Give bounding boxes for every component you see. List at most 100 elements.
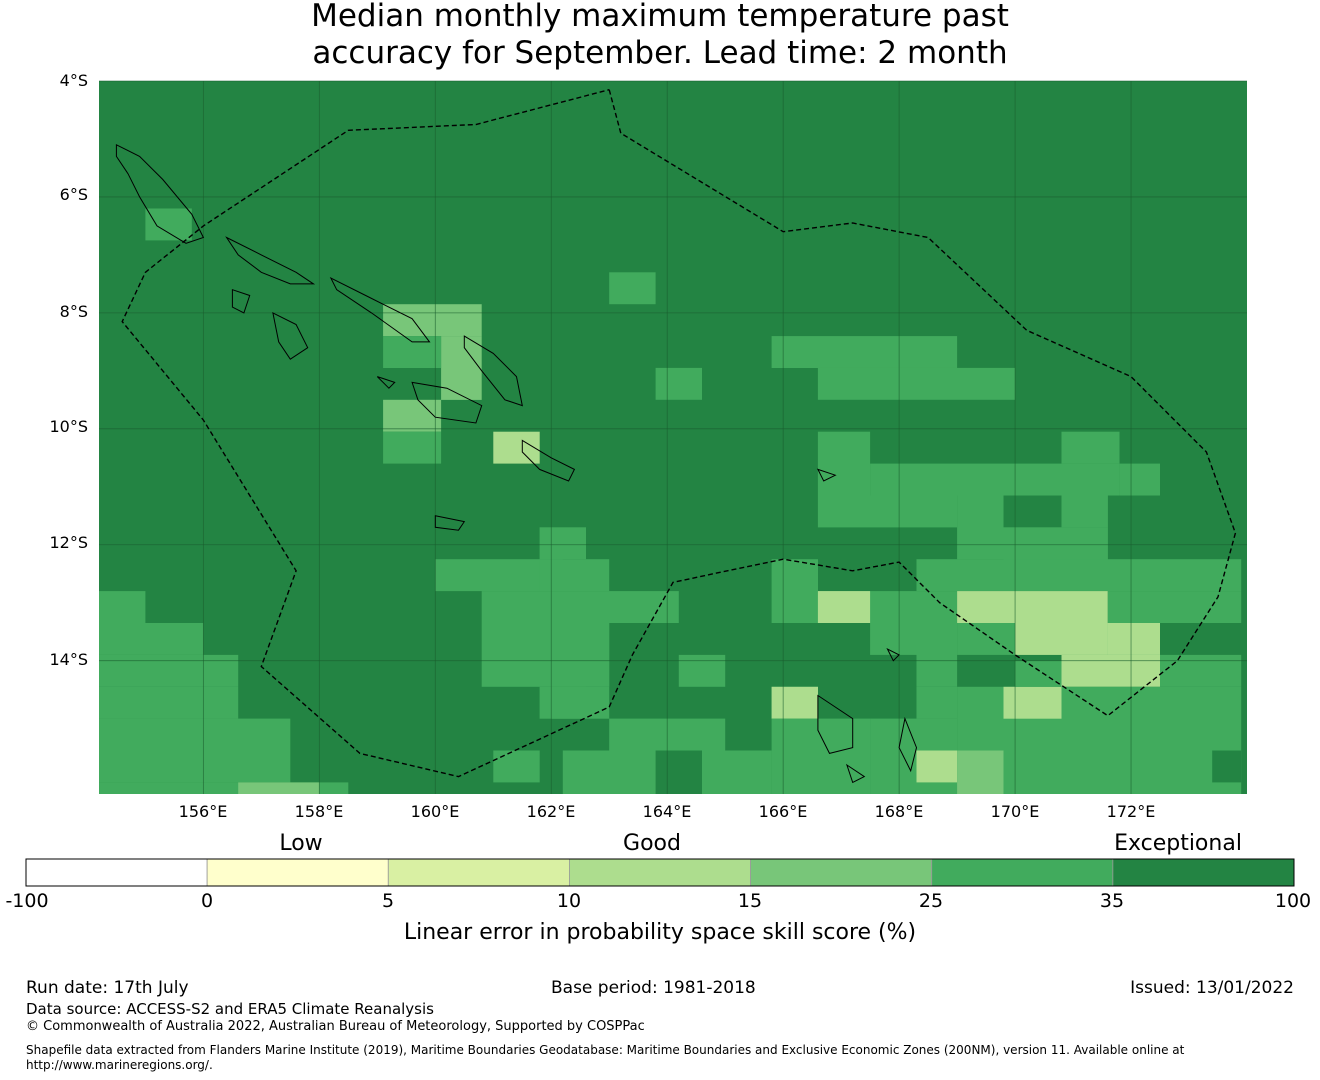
skill-cell bbox=[99, 591, 146, 623]
skill-cell bbox=[493, 750, 540, 783]
skill-cell bbox=[1212, 750, 1242, 783]
skill-cell bbox=[957, 591, 1108, 623]
skill-cell bbox=[145, 208, 192, 241]
skill-cell bbox=[771, 559, 818, 623]
skill-cell bbox=[870, 463, 1120, 496]
colorbar-segment bbox=[25, 858, 208, 887]
lon-label: 172°E bbox=[1106, 802, 1156, 821]
colorbar-segment bbox=[750, 858, 933, 887]
skill-cell bbox=[817, 367, 1015, 400]
eez-boundary bbox=[121, 89, 1237, 778]
skill-cell bbox=[771, 686, 818, 719]
skill-cell bbox=[99, 686, 239, 719]
colorbar-segment bbox=[387, 858, 570, 887]
colorbar-segment bbox=[931, 858, 1114, 887]
skill-cell bbox=[383, 304, 482, 337]
island-outline bbox=[816, 468, 837, 482]
skill-cell bbox=[655, 367, 702, 400]
colorbar-category-exceptional: Exceptional bbox=[1114, 831, 1242, 856]
skill-cell bbox=[771, 718, 871, 794]
colorbar-tick: 100 bbox=[1274, 890, 1312, 912]
colorbar-tick: 5 bbox=[381, 890, 395, 912]
lon-label: 160°E bbox=[410, 802, 460, 821]
lon-label: 156°E bbox=[178, 802, 228, 821]
skill-cell bbox=[916, 559, 1242, 592]
island-outline bbox=[411, 381, 483, 424]
skill-cell bbox=[99, 623, 204, 655]
skill-cell bbox=[817, 431, 871, 496]
skill-cell bbox=[1061, 654, 1161, 687]
copyright-notice: © Commonwealth of Australia 2022, Austra… bbox=[26, 1019, 645, 1034]
island-outline bbox=[463, 335, 523, 407]
skill-cell bbox=[539, 527, 586, 560]
skill-cell bbox=[1107, 623, 1160, 655]
colorbar-tick: 25 bbox=[918, 890, 944, 912]
skill-cell bbox=[702, 750, 772, 794]
data-source: Data source: ACCESS-S2 and ERA5 Climate … bbox=[26, 1000, 434, 1018]
skill-cell bbox=[539, 559, 610, 592]
lon-label: 170°E bbox=[990, 802, 1040, 821]
skill-cell bbox=[383, 431, 442, 464]
skill-cell bbox=[99, 654, 239, 687]
skill-cell bbox=[1107, 591, 1242, 623]
colorbar-tick: 35 bbox=[1099, 890, 1125, 912]
lat-label: 14°S bbox=[49, 650, 88, 669]
lon-label: 168°E bbox=[874, 802, 924, 821]
run-date: Run date: 17th July bbox=[26, 978, 189, 998]
lon-label: 162°E bbox=[526, 802, 576, 821]
map-title-line-1: Median monthly maximum temperature past bbox=[311, 0, 1009, 34]
colorbar-segment bbox=[569, 858, 751, 887]
skill-cell bbox=[383, 336, 442, 368]
lat-label: 4°S bbox=[59, 71, 88, 90]
skill-cell bbox=[562, 750, 656, 794]
skill-cell bbox=[916, 686, 958, 719]
skill-cell bbox=[99, 750, 291, 783]
shapefile-credit: Shapefile data extracted from Flanders M… bbox=[26, 1043, 1185, 1057]
island-outline bbox=[272, 311, 309, 360]
lat-label: 8°S bbox=[59, 302, 88, 321]
marineregions-url[interactable]: http://www.marineregions.org/. bbox=[26, 1058, 213, 1072]
skill-cell bbox=[1061, 431, 1120, 464]
island-outline bbox=[898, 716, 918, 773]
island-outline bbox=[434, 515, 466, 531]
skill-cell bbox=[916, 495, 958, 528]
skill-cell bbox=[493, 431, 540, 464]
colorbar-frame bbox=[25, 858, 1295, 887]
skill-cell bbox=[870, 623, 917, 655]
colorbar-segment bbox=[1112, 858, 1295, 887]
skill-cell bbox=[481, 623, 610, 687]
coastlines bbox=[115, 143, 918, 784]
skill-cell bbox=[916, 591, 958, 623]
skill-cell bbox=[481, 591, 679, 623]
lon-label: 158°E bbox=[294, 802, 344, 821]
lat-label: 12°S bbox=[49, 533, 88, 552]
colorbar-category-low: Low bbox=[279, 831, 323, 856]
map-title-line-2: accuracy for September. Lead time: 2 mon… bbox=[312, 35, 1008, 71]
skill-cell bbox=[678, 654, 726, 687]
island-outline bbox=[225, 236, 316, 285]
skill-cell bbox=[1015, 660, 1062, 687]
lat-label: 10°S bbox=[49, 417, 88, 436]
issued-date: Issued: 13/01/2022 bbox=[1130, 978, 1294, 998]
base-period: Base period: 1981-2018 bbox=[551, 978, 756, 998]
skill-cell bbox=[238, 782, 320, 794]
skill-cell bbox=[99, 782, 349, 794]
skill-cell bbox=[441, 336, 482, 400]
skill-cell bbox=[1015, 623, 1108, 655]
skill-cell bbox=[1003, 686, 1062, 719]
skill-cell bbox=[1160, 654, 1242, 687]
lon-label: 166°E bbox=[758, 802, 808, 821]
island-outline bbox=[376, 376, 396, 389]
lat-label: 6°S bbox=[59, 185, 88, 204]
skill-cell bbox=[383, 399, 442, 432]
island-outline bbox=[329, 276, 431, 343]
colorbar-segment bbox=[206, 858, 389, 887]
colorbar-tick: 15 bbox=[737, 890, 763, 912]
island-outline bbox=[115, 143, 205, 244]
colorbar-tick: 10 bbox=[556, 890, 582, 912]
skill-cell bbox=[539, 686, 586, 719]
skill-cell bbox=[817, 495, 917, 528]
skill-cell bbox=[609, 272, 656, 305]
island-outline bbox=[521, 439, 576, 482]
